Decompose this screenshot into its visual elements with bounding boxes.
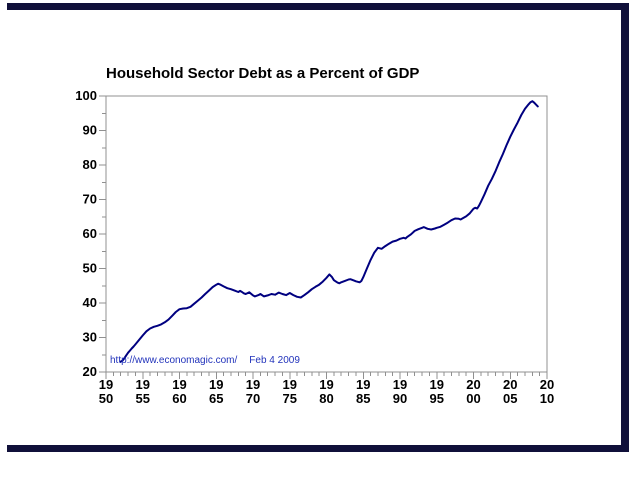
plot-frame bbox=[105, 95, 548, 373]
image-frame-bottom bbox=[7, 445, 629, 452]
x-tick-label-bottom: 00 bbox=[466, 391, 480, 406]
x-tick-label-top: 19 bbox=[393, 377, 407, 392]
x-tick-label-top: 19 bbox=[356, 377, 370, 392]
x-tick-label-bottom: 65 bbox=[209, 391, 223, 406]
x-tick-label-bottom: 05 bbox=[503, 391, 517, 406]
y-tick-label: 30 bbox=[83, 330, 97, 345]
y-tick-label: 50 bbox=[83, 261, 97, 276]
source-url: http://www.economagic.com/ bbox=[110, 355, 238, 366]
y-tick-label: 80 bbox=[83, 157, 97, 172]
debt-percent-gdp-line bbox=[119, 100, 539, 363]
x-tick-label-top: 19 bbox=[99, 377, 113, 392]
x-tick-label-top: 19 bbox=[430, 377, 444, 392]
y-tick-label: 100 bbox=[75, 88, 97, 103]
x-tick-label-bottom: 10 bbox=[540, 391, 554, 406]
image-frame-right bbox=[621, 3, 629, 452]
x-tick-label-top: 20 bbox=[503, 377, 517, 392]
chart-title: Household Sector Debt as a Percent of GD… bbox=[106, 65, 420, 82]
x-tick-label-bottom: 55 bbox=[136, 391, 150, 406]
x-tick-label-bottom: 60 bbox=[172, 391, 186, 406]
x-tick-label-bottom: 90 bbox=[393, 391, 407, 406]
x-tick-label-top: 19 bbox=[246, 377, 260, 392]
y-tick-label: 40 bbox=[83, 295, 97, 310]
x-tick-label-top: 20 bbox=[466, 377, 480, 392]
x-tick-label-bottom: 75 bbox=[283, 391, 297, 406]
y-tick-label: 20 bbox=[83, 364, 97, 379]
x-tick-label-top: 19 bbox=[136, 377, 150, 392]
image-frame-top bbox=[7, 3, 629, 10]
x-tick-label-bottom: 70 bbox=[246, 391, 260, 406]
x-tick-label-bottom: 50 bbox=[99, 391, 113, 406]
x-tick-label-bottom: 85 bbox=[356, 391, 370, 406]
y-tick-label: 70 bbox=[83, 192, 97, 207]
x-tick-label-top: 19 bbox=[283, 377, 297, 392]
y-tick-label: 60 bbox=[83, 226, 97, 241]
x-tick-label-top: 19 bbox=[209, 377, 223, 392]
chart-date: Feb 4 2009 bbox=[249, 355, 300, 366]
x-tick-label-top: 19 bbox=[172, 377, 186, 392]
source-watermark: http://www.economagic.com/Feb 4 2009 bbox=[110, 355, 300, 366]
x-tick-label-top: 19 bbox=[319, 377, 333, 392]
x-tick-label-top: 20 bbox=[540, 377, 554, 392]
x-tick-label-bottom: 95 bbox=[430, 391, 444, 406]
y-tick-label: 90 bbox=[83, 123, 97, 138]
x-tick-label-bottom: 80 bbox=[319, 391, 333, 406]
